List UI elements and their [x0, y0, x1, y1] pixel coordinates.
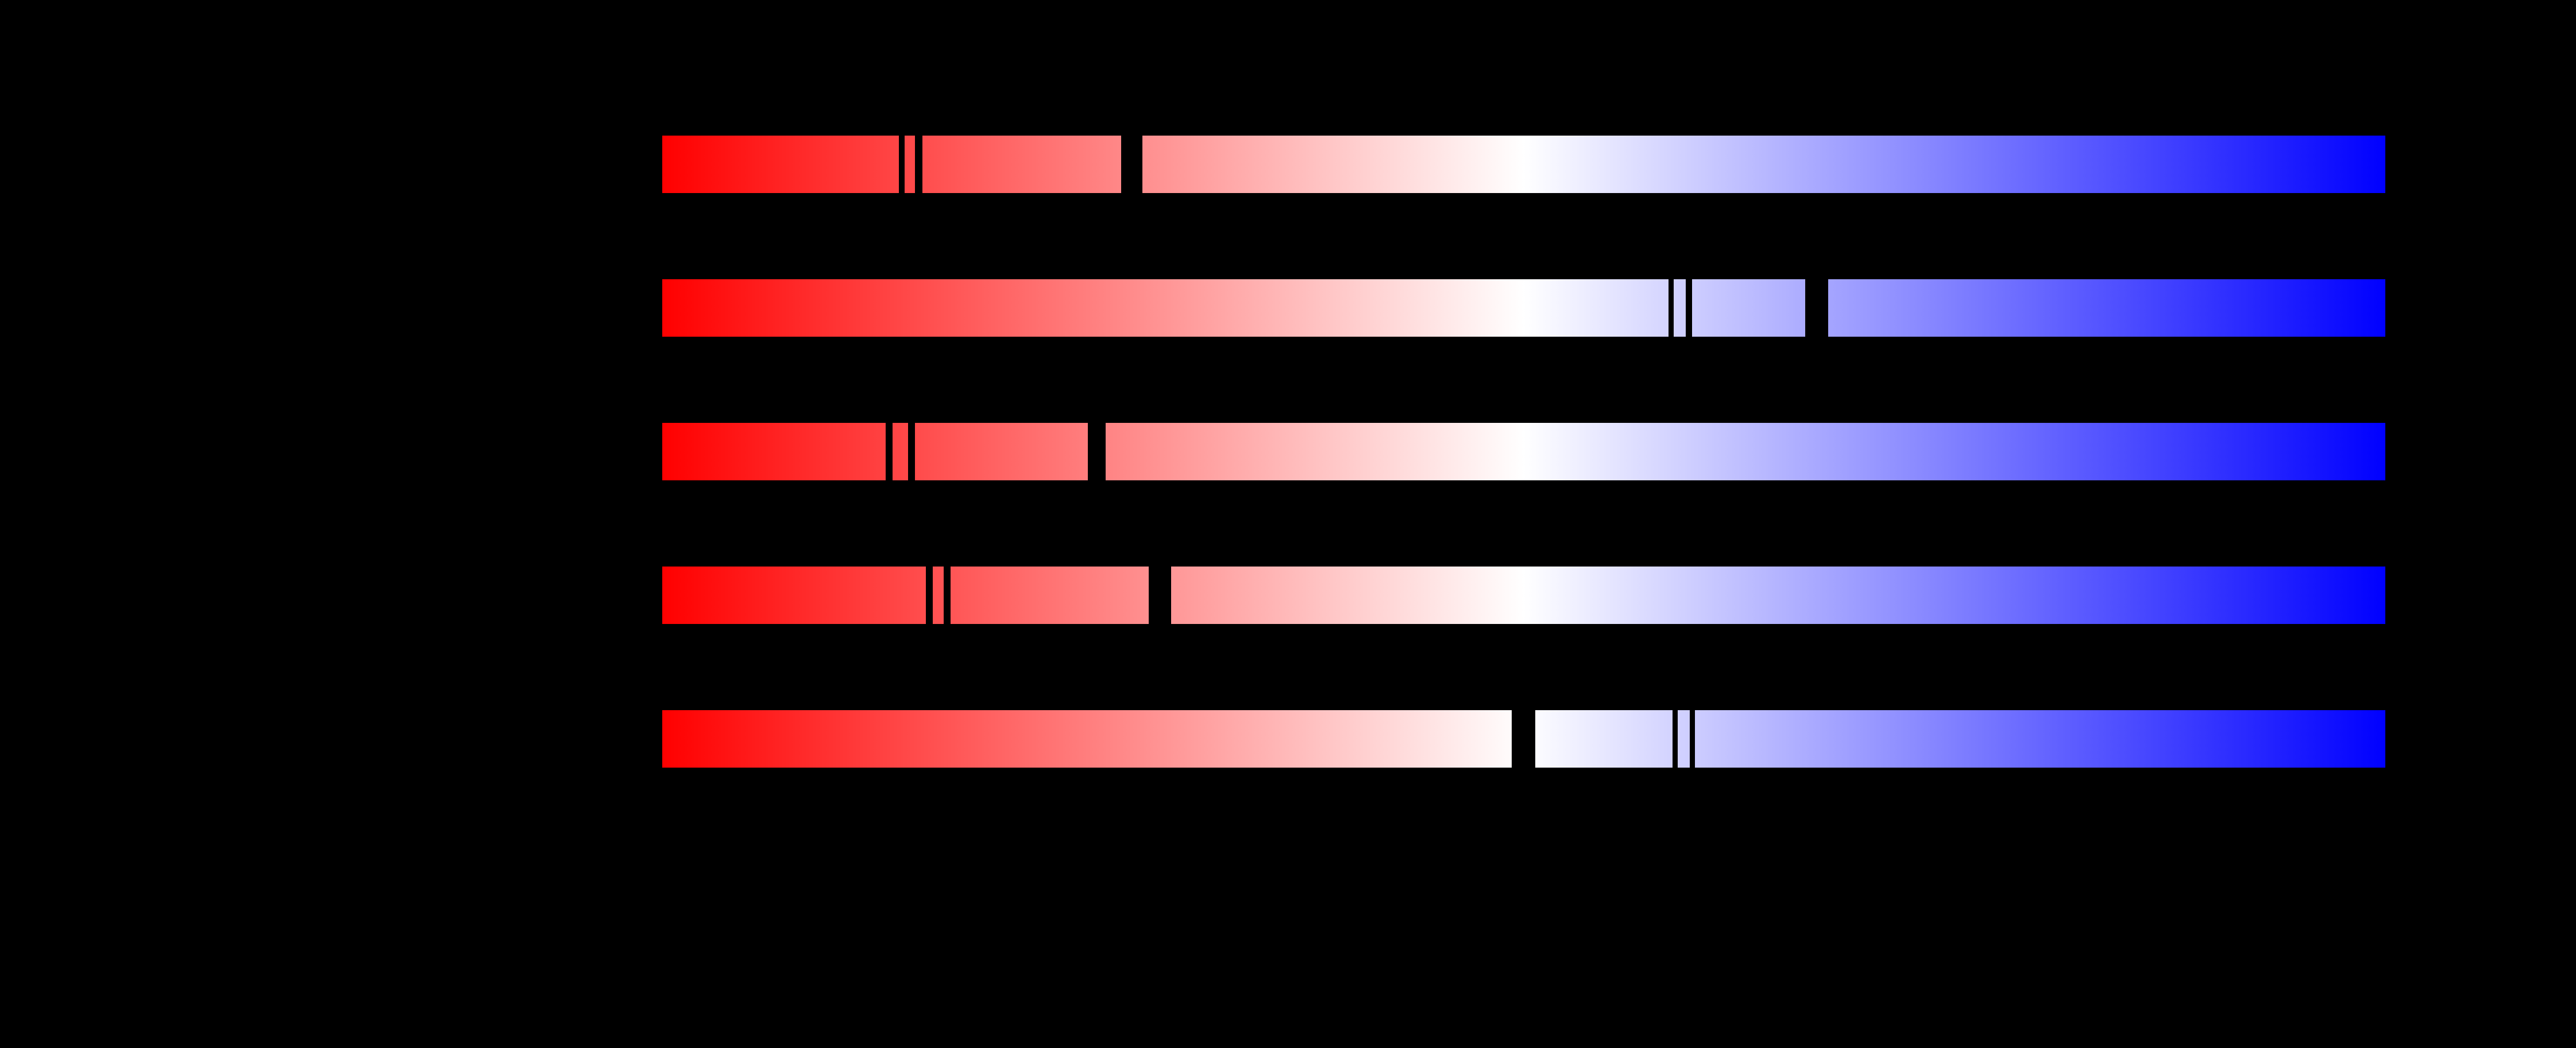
marker-gap-thick — [1121, 135, 1142, 194]
marker-gap-thin — [1686, 279, 1692, 337]
marker-gap-thin — [1669, 279, 1674, 337]
marker-gap-thin — [915, 135, 922, 194]
marker-gap-thick — [1088, 422, 1106, 481]
marker-gap-thick — [1805, 279, 1828, 337]
gradient-bar-row-4 — [662, 566, 2385, 625]
gradient-bar-row-2 — [662, 279, 2385, 337]
gradient-bar-row-5 — [662, 710, 2385, 768]
marker-gap-thin — [886, 422, 893, 481]
gradient-bar-row-1 — [662, 135, 2385, 194]
marker-gap-thick — [1512, 710, 1535, 768]
marker-gap-thin — [1673, 710, 1678, 768]
marker-gap-thin — [926, 566, 933, 625]
marker-gap-thick — [1149, 566, 1171, 625]
marker-gap-thin — [1690, 710, 1695, 768]
marker-gap-thin — [899, 135, 905, 194]
marker-gap-thin — [944, 566, 951, 625]
marker-gap-thin — [908, 422, 915, 481]
gradient-bar-row-3 — [662, 422, 2385, 481]
